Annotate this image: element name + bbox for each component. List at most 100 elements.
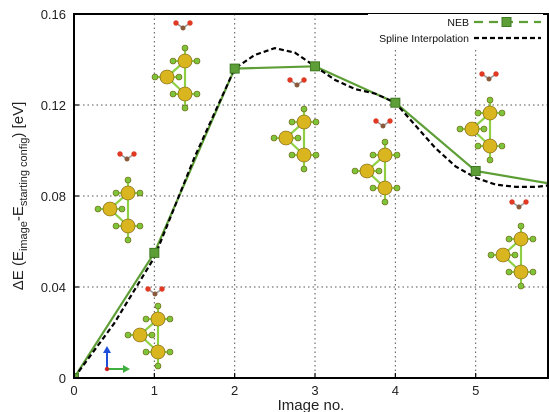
structure-slab: [456, 96, 506, 164]
oxygen-atom: [509, 199, 515, 205]
legend-swatch-neb: [474, 17, 541, 27]
origin-dot: [104, 366, 110, 372]
x-tick-label: 1: [151, 383, 158, 398]
adsorbate-molecule: [509, 199, 529, 210]
x-tick-label: 4: [392, 383, 399, 398]
legend-label-spline: Spline Interpolation: [379, 33, 469, 45]
legend-background: [368, 14, 543, 48]
structure-slab: [270, 105, 320, 173]
light-atom: [529, 268, 537, 276]
series-group: [74, 46, 548, 378]
oxygen-atom: [131, 151, 137, 157]
oxygen-atom: [301, 77, 307, 83]
sulfur-atom: [482, 105, 498, 121]
y-axis-title-mid: -E: [10, 206, 27, 221]
light-atom: [474, 142, 482, 150]
data-point-neb: [390, 97, 401, 108]
oxygen-atom: [387, 118, 393, 124]
adsorbate-molecule: [117, 151, 137, 162]
light-atom: [529, 235, 537, 243]
light-atom: [193, 90, 201, 98]
light-atom: [369, 151, 377, 159]
data-point-neb: [149, 247, 160, 258]
light-atom: [154, 362, 162, 370]
light-atom: [474, 109, 482, 117]
adsorbate-molecule: [145, 286, 165, 297]
light-atom: [118, 205, 126, 213]
light-atom: [381, 138, 389, 146]
structure-slab: [94, 176, 144, 244]
light-atom: [181, 44, 189, 52]
carbon-atom: [124, 156, 130, 162]
oxygen-atom: [117, 151, 123, 157]
light-atom: [166, 315, 174, 323]
light-atom: [486, 96, 494, 104]
light-atom: [294, 134, 302, 142]
carbon-atom: [294, 82, 300, 88]
light-atom: [169, 90, 177, 98]
y-axis-title-sub2: starting config: [18, 138, 30, 206]
light-atom: [175, 73, 183, 81]
carbon-atom: [380, 123, 386, 129]
light-atom: [375, 167, 383, 175]
y-axis-title-suffix: ) [eV]: [10, 102, 27, 138]
y-axis-title-sub1: image: [18, 221, 30, 251]
light-atom: [148, 331, 156, 339]
sulfur-atom: [102, 201, 118, 217]
adsorbate-molecule: [173, 20, 193, 31]
light-atom: [124, 176, 132, 184]
y-tick-label: 0.04: [41, 280, 66, 295]
adsorbate-molecule: [373, 118, 393, 129]
sulfur-atom: [464, 121, 480, 137]
x-axis-title: Image no.: [278, 397, 345, 412]
structure-slab: [351, 138, 401, 206]
x-tick-label: 0: [70, 383, 77, 398]
light-atom: [288, 118, 296, 126]
light-atom: [393, 184, 401, 192]
structure-slab: [487, 222, 537, 290]
light-atom: [480, 125, 488, 133]
light-atom: [136, 222, 144, 230]
sulfur-atom: [150, 311, 166, 327]
light-atom: [142, 348, 150, 356]
legend-label-neb: NEB: [447, 17, 469, 29]
light-atom: [351, 167, 359, 175]
light-atom: [486, 156, 494, 164]
adsorbate-molecule: [479, 71, 499, 82]
sulfur-atom: [296, 114, 312, 130]
light-atom: [517, 282, 525, 290]
data-point-neb: [310, 61, 321, 72]
carbon-atom: [152, 291, 158, 297]
sulfur-atom: [120, 218, 136, 234]
light-atom: [381, 198, 389, 206]
axis-ticks: 0 1 2 3 4 5 0 0.04 0.08 0.12 0.16: [41, 7, 480, 398]
sulfur-atom: [278, 130, 294, 146]
data-point-neb: [229, 63, 240, 74]
light-atom: [112, 189, 120, 197]
sulfur-atom: [513, 264, 529, 280]
y-tick-label: 0.08: [41, 189, 66, 204]
oxygen-atom: [287, 77, 293, 83]
light-atom: [142, 315, 150, 323]
sulfur-atom: [177, 53, 193, 69]
sulfur-atom: [377, 180, 393, 196]
light-atom: [136, 189, 144, 197]
oxygen-atom: [173, 20, 179, 26]
z-axis-arrowhead: [103, 346, 111, 353]
light-atom: [112, 222, 120, 230]
light-atom: [498, 109, 506, 117]
light-atom: [124, 236, 132, 244]
carbon-atom: [516, 204, 522, 210]
structure-slab: [124, 302, 174, 370]
sulfur-atom: [482, 138, 498, 154]
data-point-neb: [74, 373, 79, 378]
sulfur-atom: [359, 163, 375, 179]
light-atom: [487, 251, 495, 259]
data-point-neb: [470, 165, 481, 176]
sulfur-atom: [159, 69, 175, 85]
light-atom: [288, 151, 296, 159]
adsorbate-molecule: [287, 77, 307, 88]
sulfur-atom: [177, 86, 193, 102]
light-atom: [393, 151, 401, 159]
light-atom: [166, 348, 174, 356]
